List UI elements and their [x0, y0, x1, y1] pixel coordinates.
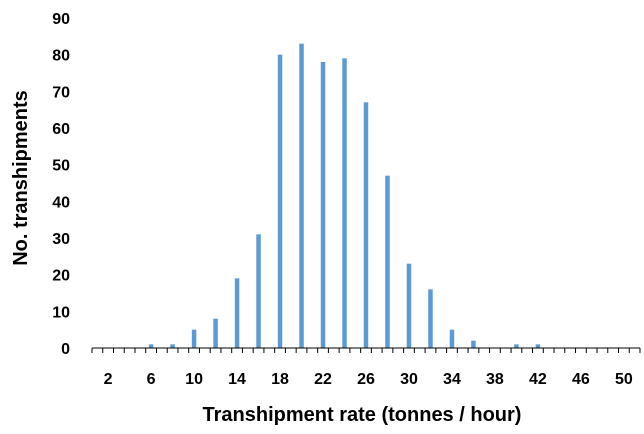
y-tick-label: 60: [52, 121, 70, 138]
bar: [428, 289, 433, 348]
bar: [234, 278, 240, 348]
y-tick-label: 70: [52, 84, 70, 101]
bar: [471, 340, 476, 348]
bar: [256, 234, 261, 348]
y-tick-label: 40: [52, 194, 70, 211]
x-tick-label: 14: [228, 371, 246, 388]
x-axis-tick-labels: 2 6 10 14 18 22 26 30 34 38 42 46 50: [104, 371, 633, 388]
bar: [449, 329, 455, 348]
y-tick-label: 80: [52, 48, 70, 65]
bar: [514, 344, 519, 348]
bar: [385, 175, 390, 348]
bar: [363, 102, 369, 348]
y-axis-title: No. transhipments: [10, 90, 32, 266]
bar: [320, 62, 326, 348]
x-tick-label: 2: [104, 371, 113, 388]
y-tick-label: 90: [52, 11, 70, 28]
x-tick-label: 10: [185, 371, 203, 388]
x-tick-label: 30: [400, 371, 418, 388]
x-axis-ticks: [91, 348, 641, 353]
x-tick-label: 50: [615, 371, 633, 388]
bar: [299, 43, 304, 349]
bar: [342, 58, 347, 348]
x-tick-label: 42: [529, 371, 547, 388]
bar: [191, 329, 197, 348]
bar: [535, 344, 541, 348]
bar: [277, 54, 283, 349]
y-tick-label: 0: [61, 341, 70, 358]
x-axis-title: Transhipment rate (tonnes / hour): [203, 404, 522, 426]
x-tick-label: 46: [572, 371, 590, 388]
x-tick-label: 34: [443, 371, 461, 388]
y-tick-label: 20: [52, 268, 70, 285]
y-tick-label: 50: [52, 158, 70, 175]
y-tick-label: 10: [52, 304, 70, 321]
bar: [213, 318, 218, 348]
bar: [170, 344, 175, 348]
y-axis-tick-labels: 0 10 20 30 40 50 60 70 80 90: [52, 11, 70, 358]
bar-series: [148, 43, 541, 349]
x-tick-label: 26: [357, 371, 375, 388]
x-tick-label: 6: [147, 371, 156, 388]
x-tick-label: 18: [271, 371, 289, 388]
x-tick-label: 22: [314, 371, 332, 388]
bar: [148, 344, 154, 348]
bar: [406, 263, 412, 348]
x-tick-label: 38: [486, 371, 504, 388]
y-tick-label: 30: [52, 231, 70, 248]
